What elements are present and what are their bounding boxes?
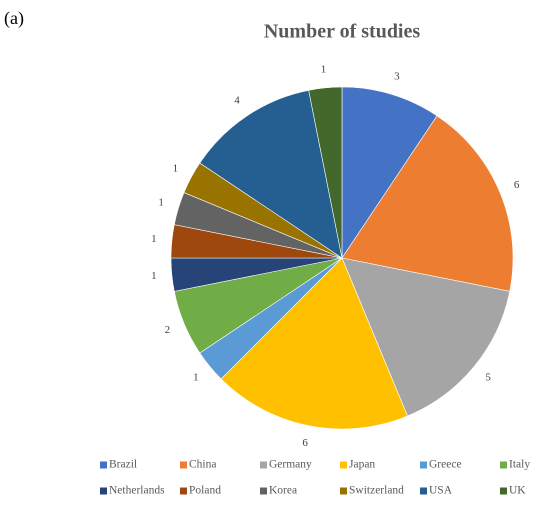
legend-label: Poland: [189, 485, 221, 497]
data-label: 3: [394, 71, 400, 83]
pie-slice: [199, 89, 343, 259]
legend-label: Korea: [269, 485, 297, 497]
legend-label: USA: [429, 485, 453, 497]
pie-slice: [341, 115, 514, 292]
legend-swatch: [500, 461, 507, 469]
legend-swatch: [420, 487, 427, 495]
data-label: 2: [165, 324, 171, 336]
legend-swatch: [100, 487, 107, 495]
legend-swatch: [180, 461, 187, 469]
legend-swatch: [340, 487, 347, 495]
data-label: 5: [485, 371, 491, 383]
legend-label: Italy: [509, 459, 530, 471]
data-label: 1: [321, 63, 327, 75]
chart-title: Number of studies: [264, 21, 421, 43]
data-label: 1: [151, 233, 157, 245]
legend-swatch: [340, 461, 347, 469]
data-label: 1: [151, 270, 157, 282]
legend-swatch: [260, 461, 267, 469]
data-label: 6: [302, 437, 308, 449]
pie-slice: [341, 257, 511, 417]
pie-slice: [220, 257, 408, 430]
legend-swatch: [420, 461, 427, 469]
legend-label: Japan: [349, 459, 375, 471]
legend-label: UK: [509, 485, 526, 497]
legend-label: Germany: [269, 459, 312, 471]
legend-label: Switzerland: [349, 485, 404, 497]
legend-label: Brazil: [109, 459, 137, 471]
data-label: 6: [514, 179, 520, 191]
legend-swatch: [100, 461, 107, 469]
data-label: 1: [158, 197, 164, 209]
legend-swatch: [180, 487, 187, 495]
legend-swatch: [500, 487, 507, 495]
legend-swatch: [260, 487, 267, 495]
legend-label: Netherlands: [109, 485, 165, 497]
panel-label: (a): [4, 8, 24, 29]
data-label: 1: [193, 371, 199, 383]
data-label: 4: [234, 94, 240, 106]
legend-label: China: [189, 459, 216, 471]
data-label: 1: [173, 162, 179, 174]
legend-label: Greece: [429, 459, 462, 471]
pie-slice: [308, 86, 343, 259]
pie-slice: [341, 86, 438, 259]
